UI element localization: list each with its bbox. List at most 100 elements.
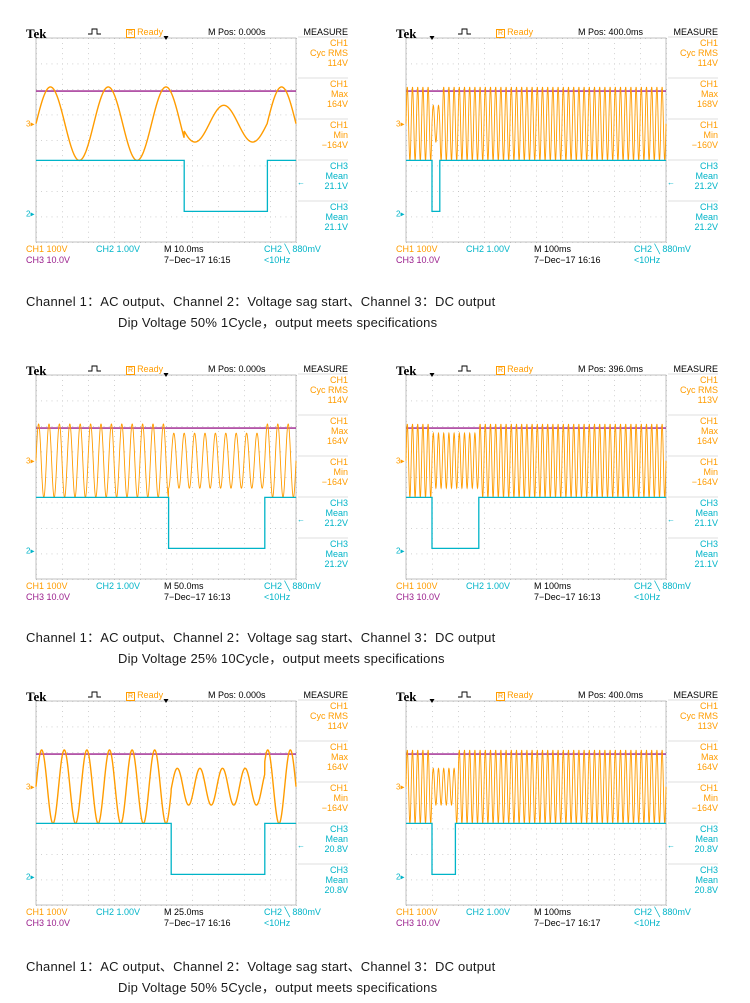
measurement-ch: CH3 bbox=[329, 202, 348, 212]
ch1-marker: 3▸ bbox=[396, 120, 404, 129]
measurement-value: 164V bbox=[326, 762, 348, 772]
measurement-5: CH3 Mean 20.8V bbox=[666, 865, 718, 895]
ch2-marker: 2▸ bbox=[26, 872, 34, 881]
trigger-setting: CH2 ╲ 880mV bbox=[264, 907, 321, 917]
ch1-scale: CH1 100V bbox=[26, 244, 68, 254]
trigger-frequency: <10Hz bbox=[634, 592, 661, 602]
measurement-2: CH1 Max 164V bbox=[666, 416, 718, 446]
ch2-scale: CH2 1.00V bbox=[96, 907, 141, 917]
measurement-value: 20.8V bbox=[694, 844, 718, 854]
measurement-ch: CH1 bbox=[699, 120, 718, 130]
measurement-4: CH3 Mean 21.2V bbox=[296, 498, 348, 528]
timestamp: 7−Dec−17 16:17 bbox=[534, 918, 601, 928]
status-ready: R Ready bbox=[496, 364, 533, 375]
brand-logo: Tek bbox=[26, 363, 47, 378]
measurement-ch: CH1 bbox=[329, 416, 348, 426]
brand-logo: Tek bbox=[396, 26, 417, 41]
ch1-trace bbox=[35, 423, 297, 499]
measurement-value: 114V bbox=[327, 395, 348, 405]
measurement-label: Mean bbox=[695, 171, 718, 181]
measurement-value: 164V bbox=[326, 99, 348, 109]
measurement-2: CH1 Max 168V bbox=[666, 79, 718, 109]
scope-screen-1: 3▸ 2▸ ← Tek R Ready M Pos: 0.000s MEASURE CH1 Cyc… bbox=[26, 26, 374, 271]
measure-title: MEASURE bbox=[673, 364, 718, 374]
measurement-label: Mean bbox=[325, 212, 348, 222]
measurement-label: Mean bbox=[695, 834, 718, 844]
trigger-setting: CH2 ╲ 880mV bbox=[264, 581, 321, 591]
measurement-value: −164V bbox=[691, 477, 718, 487]
trigger-frequency: <10Hz bbox=[264, 255, 291, 265]
acquire-pulse-icon bbox=[88, 691, 101, 698]
measurement-ch: CH3 bbox=[699, 161, 718, 171]
caption-3: Channel 1：AC output、Channel 2：Voltage sa… bbox=[26, 956, 495, 998]
measurement-5: CH3 Mean 20.8V bbox=[296, 865, 348, 895]
trigger-level-marker: ← bbox=[667, 178, 675, 187]
measurement-ch: CH3 bbox=[329, 824, 348, 834]
measurement-value: 20.8V bbox=[324, 885, 348, 895]
ch3-scale: CH3 10.0V bbox=[26, 255, 71, 265]
measurement-value: 164V bbox=[326, 436, 348, 446]
acquire-pulse-icon bbox=[458, 28, 471, 35]
scope-plot: 3▸ 2▸ ← bbox=[396, 365, 718, 580]
measurement-1: CH1 Cyc RMS 114V bbox=[296, 38, 348, 68]
status-r-icon: R bbox=[496, 366, 506, 375]
timestamp: 7−Dec−17 16:15 bbox=[164, 255, 231, 265]
status-ready: R Ready bbox=[126, 690, 163, 701]
measurement-label: Min bbox=[703, 130, 718, 140]
status-r-icon: R bbox=[126, 366, 136, 375]
trigger-frequency: <10Hz bbox=[264, 592, 291, 602]
ch1-marker: 3▸ bbox=[396, 457, 404, 466]
measurement-1: CH1 Cyc RMS 113V bbox=[666, 375, 718, 405]
caption-2-line2: Dip Voltage 25% 10Cycle，output meets spe… bbox=[118, 651, 445, 666]
timestamp: 7−Dec−17 16:13 bbox=[164, 592, 231, 602]
ch2-trace bbox=[406, 159, 666, 213]
ch2-scale: CH2 1.00V bbox=[96, 581, 141, 591]
measurement-ch: CH3 bbox=[329, 161, 348, 171]
status-r-icon: R bbox=[496, 29, 506, 38]
measurement-4: CH3 Mean 21.2V bbox=[666, 161, 718, 191]
brand-logo: Tek bbox=[26, 26, 47, 41]
timebase: M 50.0ms bbox=[164, 581, 204, 591]
trigger-setting: CH2 ╲ 880mV bbox=[634, 907, 691, 917]
measurement-label: Min bbox=[333, 130, 348, 140]
caption-2: Channel 1：AC output、Channel 2：Voltage sa… bbox=[26, 627, 495, 669]
trigger-level-marker: ← bbox=[297, 515, 305, 524]
status-r-icon: R bbox=[496, 692, 506, 701]
measurement-3: CH1 Min −164V bbox=[296, 120, 348, 150]
ch1-trace bbox=[405, 749, 667, 824]
brand-logo: Tek bbox=[26, 689, 47, 704]
measure-title: MEASURE bbox=[303, 27, 348, 37]
ch1-marker: 3▸ bbox=[396, 783, 404, 792]
measurement-ch: CH3 bbox=[329, 865, 348, 875]
trigger-position-icon bbox=[163, 699, 169, 703]
measurement-ch: CH1 bbox=[329, 783, 348, 793]
timestamp: 7−Dec−17 16:13 bbox=[534, 592, 601, 602]
measurement-label: Max bbox=[700, 89, 718, 99]
ch2-marker: 2▸ bbox=[26, 546, 34, 555]
ch1-marker: 3▸ bbox=[26, 457, 34, 466]
status-ready: R Ready bbox=[496, 690, 533, 701]
ch1-scale: CH1 100V bbox=[26, 581, 68, 591]
measurement-label: Cyc RMS bbox=[680, 385, 718, 395]
measurement-1: CH1 Cyc RMS 114V bbox=[666, 38, 718, 68]
timebase: M 100ms bbox=[534, 244, 572, 254]
measurement-value: 114V bbox=[327, 58, 348, 68]
ch2-trace bbox=[406, 822, 666, 876]
status-ready: R Ready bbox=[126, 27, 163, 38]
measurement-value: −160V bbox=[691, 140, 718, 150]
scope-screen-4: 3▸ 2▸ ← Tek R Ready M Pos: 396.0ms MEASURE CH1 Cy… bbox=[396, 363, 744, 608]
measurement-ch: CH1 bbox=[699, 742, 718, 752]
ch2-trace bbox=[406, 496, 666, 550]
measurement-label: Max bbox=[330, 426, 348, 436]
measurement-value: 164V bbox=[696, 436, 718, 446]
measurement-label: Min bbox=[333, 467, 348, 477]
measurement-2: CH1 Max 164V bbox=[296, 416, 348, 446]
measurement-5: CH3 Mean 21.2V bbox=[296, 539, 348, 569]
measurement-1: CH1 Cyc RMS 113V bbox=[666, 701, 718, 731]
acquire-pulse-icon bbox=[88, 28, 101, 35]
ch1-trace bbox=[35, 749, 297, 825]
measurement-value: −164V bbox=[321, 477, 348, 487]
horizontal-position: M Pos: 0.000s bbox=[208, 27, 266, 37]
measurement-5: CH3 Mean 21.1V bbox=[666, 539, 718, 569]
measurement-3: CH1 Min −160V bbox=[666, 120, 718, 150]
